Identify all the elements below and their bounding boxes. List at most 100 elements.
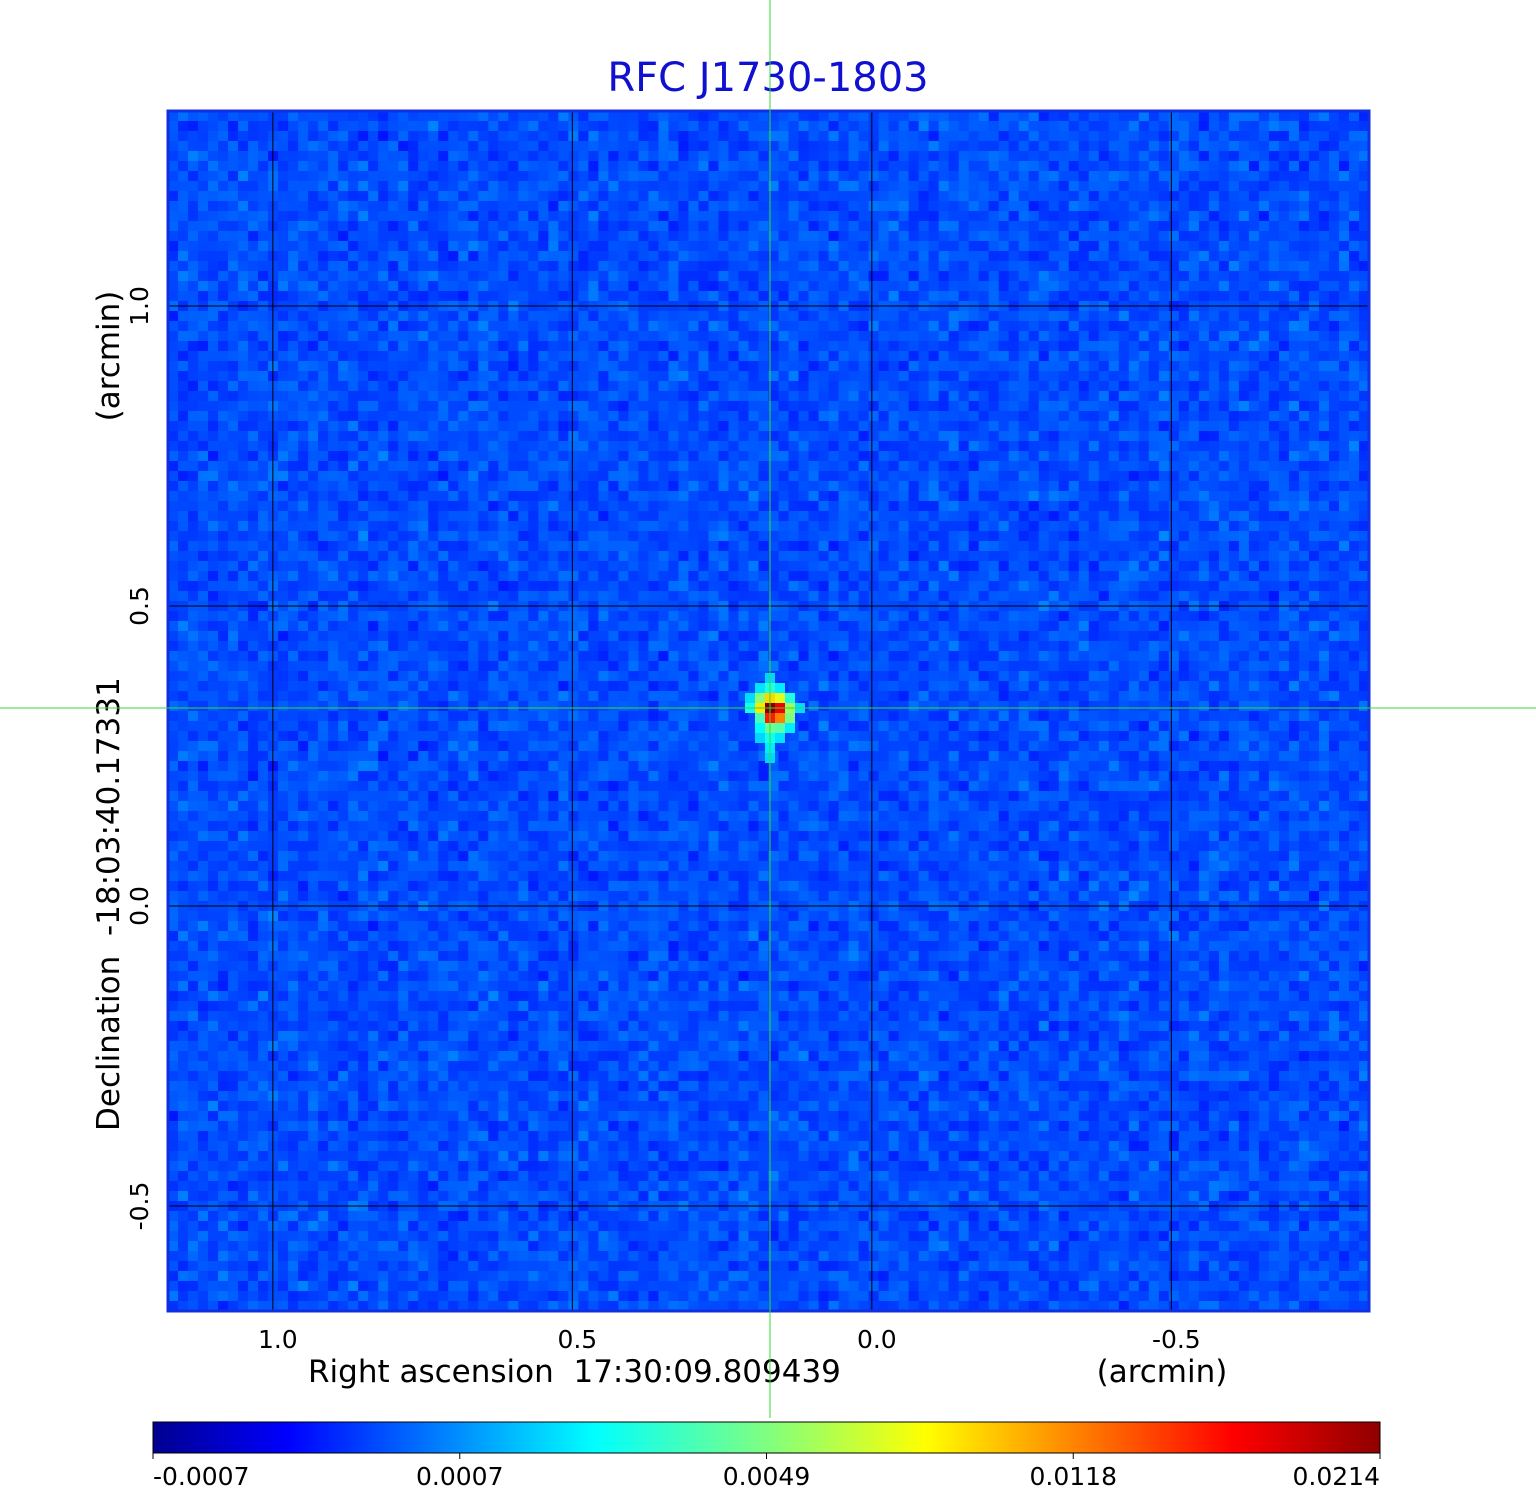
map-pixel — [438, 171, 449, 182]
map-pixel — [358, 331, 369, 342]
map-pixel — [408, 221, 419, 232]
map-pixel — [178, 291, 189, 302]
map-pixel — [718, 481, 730, 492]
map-pixel — [908, 441, 920, 452]
map-pixel — [1118, 231, 1130, 242]
map-pixel — [778, 351, 790, 362]
map-pixel — [758, 211, 770, 222]
map-pixel — [418, 481, 429, 492]
map-pixel — [458, 141, 469, 152]
map-pixel — [928, 181, 940, 192]
map-pixel — [278, 281, 289, 292]
map-pixel — [718, 411, 730, 422]
map-pixel — [298, 281, 309, 292]
map-pixel — [1218, 141, 1230, 152]
map-pixel — [998, 181, 1010, 192]
map-pixel — [828, 161, 840, 172]
map-pixel — [768, 321, 780, 332]
map-pixel — [338, 121, 349, 132]
map-pixel — [238, 231, 249, 242]
map-pixel — [1218, 111, 1230, 122]
map-pixel — [658, 501, 670, 512]
map-pixel — [1138, 321, 1150, 332]
map-pixel — [178, 431, 189, 442]
map-pixel — [778, 161, 790, 172]
map-pixel — [628, 181, 639, 192]
map-pixel — [658, 291, 670, 302]
map-pixel — [428, 441, 439, 452]
map-pixel — [298, 211, 309, 222]
map-pixel — [1348, 131, 1360, 142]
map-pixel — [608, 251, 619, 262]
map-pixel — [598, 331, 609, 342]
map-pixel — [418, 421, 429, 432]
map-pixel — [638, 311, 649, 322]
map-pixel — [1348, 471, 1360, 482]
map-pixel — [838, 141, 850, 152]
map-pixel — [448, 191, 459, 202]
map-pixel — [418, 371, 429, 382]
map-pixel — [878, 111, 890, 122]
map-pixel — [448, 161, 459, 172]
map-pixel — [508, 181, 519, 192]
map-pixel — [348, 121, 359, 132]
map-pixel — [1098, 121, 1110, 132]
map-pixel — [718, 371, 730, 382]
map-pixel — [708, 481, 720, 492]
map-pixel — [398, 461, 409, 472]
map-pixel — [968, 251, 980, 262]
map-pixel — [1178, 351, 1190, 362]
map-pixel — [778, 291, 790, 302]
map-pixel — [658, 331, 670, 342]
map-pixel — [548, 261, 559, 272]
map-pixel — [548, 521, 559, 532]
map-pixel — [1288, 351, 1300, 362]
map-pixel — [668, 311, 680, 322]
map-pixel — [1028, 321, 1040, 332]
map-pixel — [1188, 261, 1200, 272]
map-pixel — [438, 191, 449, 202]
map-pixel — [958, 511, 970, 522]
map-pixel — [978, 221, 990, 232]
map-pixel — [828, 241, 840, 252]
map-pixel — [228, 201, 239, 212]
map-pixel — [1028, 401, 1040, 412]
map-pixel — [458, 181, 469, 192]
map-pixel — [1068, 461, 1080, 472]
map-pixel — [1088, 131, 1100, 142]
map-pixel — [518, 291, 529, 302]
map-pixel — [828, 191, 840, 202]
map-pixel — [1298, 181, 1310, 192]
map-pixel — [1178, 321, 1190, 332]
map-pixel — [848, 201, 860, 212]
map-pixel — [1118, 201, 1130, 212]
map-pixel — [508, 441, 519, 452]
map-pixel — [458, 291, 469, 302]
map-pixel — [388, 121, 399, 132]
map-pixel — [408, 471, 419, 482]
map-pixel — [518, 401, 529, 412]
map-pixel — [458, 461, 469, 472]
map-pixel — [788, 351, 800, 362]
map-pixel — [348, 271, 359, 282]
map-pixel — [1318, 191, 1330, 202]
map-pixel — [658, 521, 670, 532]
map-pixel — [538, 291, 549, 302]
map-pixel — [998, 191, 1010, 202]
map-pixel — [1338, 251, 1350, 262]
map-pixel — [1348, 361, 1360, 372]
map-pixel — [948, 491, 960, 502]
map-pixel — [1078, 341, 1090, 352]
map-pixel — [198, 331, 209, 342]
map-pixel — [1358, 371, 1370, 382]
map-pixel — [1158, 491, 1170, 502]
map-pixel — [918, 111, 930, 122]
map-pixel — [288, 381, 299, 392]
map-pixel — [558, 231, 569, 242]
map-pixel — [1218, 201, 1230, 212]
map-pixel — [1078, 141, 1090, 152]
map-pixel — [968, 341, 980, 352]
map-pixel — [478, 251, 489, 262]
map-pixel — [1228, 171, 1240, 182]
map-pixel — [938, 311, 950, 322]
